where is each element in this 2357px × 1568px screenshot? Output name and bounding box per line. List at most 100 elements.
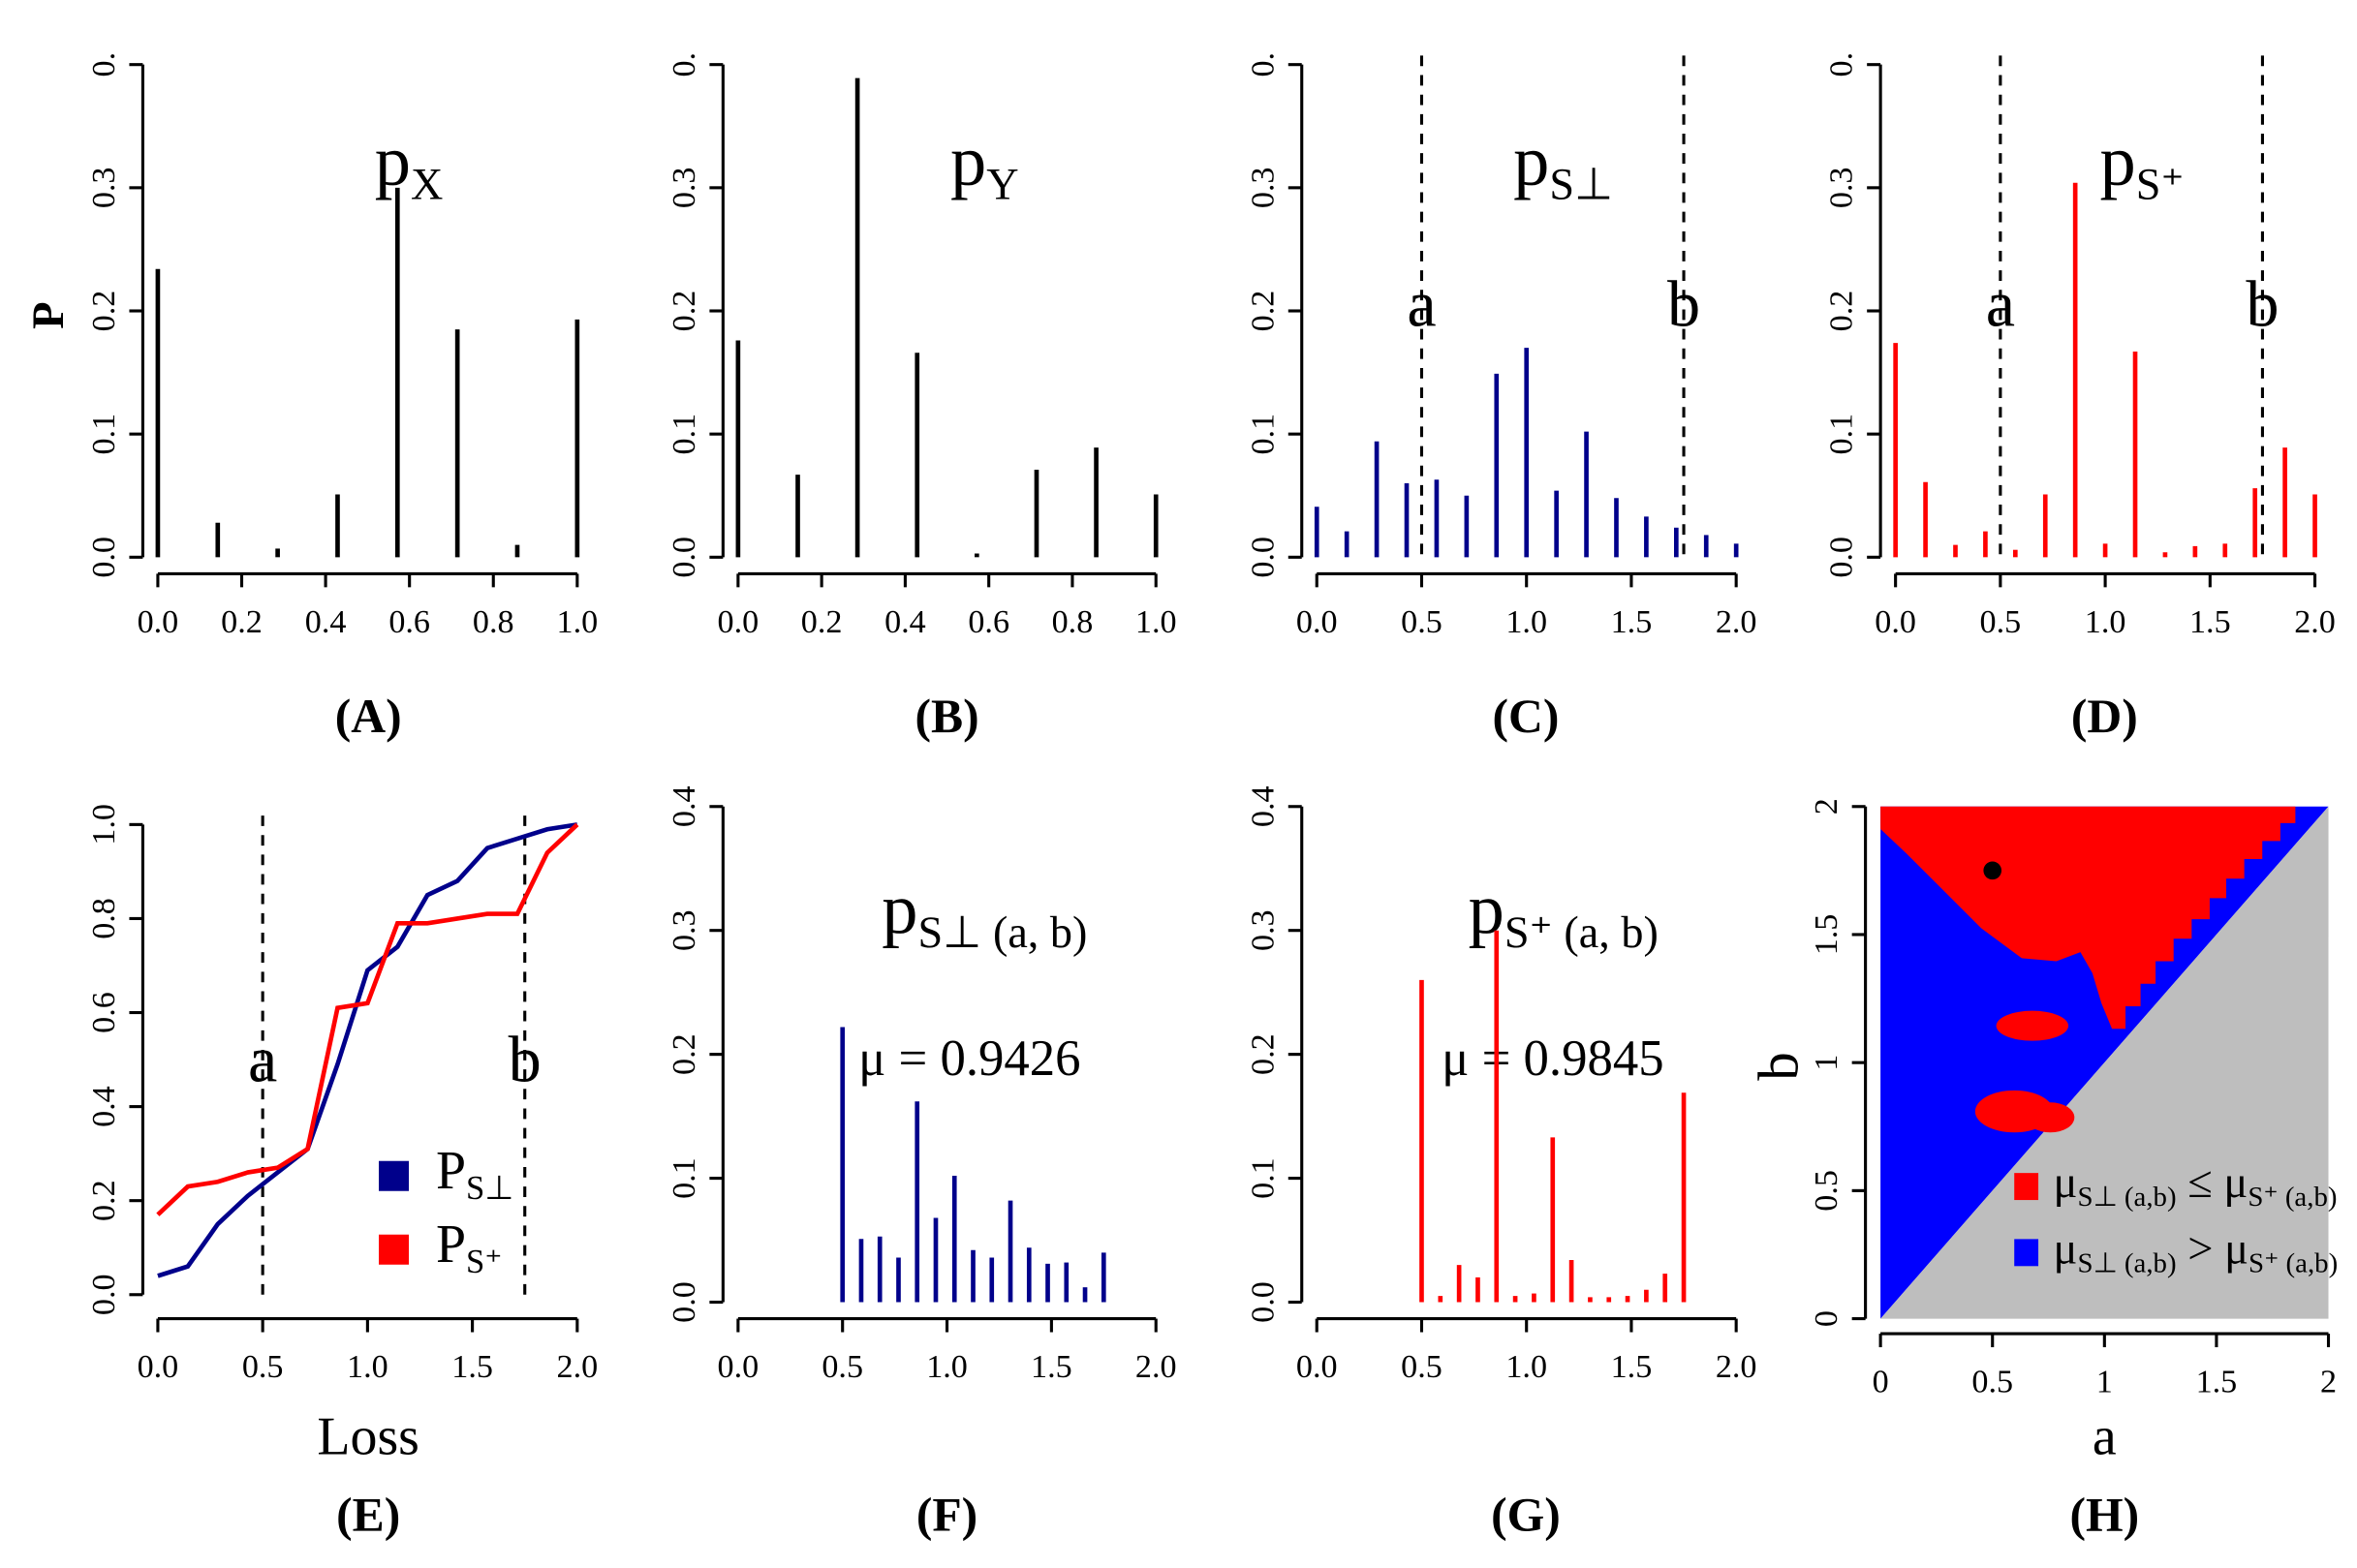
legend-label: μS⊥ (a,b) > μS⁺ (a,b) — [2054, 1224, 2339, 1278]
y-tick-label: 0.1 — [667, 1157, 702, 1199]
y-tick-label: 0.3 — [1245, 909, 1281, 951]
x-tick-label: 1.5 — [451, 1349, 493, 1385]
text-part: P — [436, 1141, 466, 1201]
y-tick-label: 0.0 — [667, 1281, 702, 1323]
x-tick-label: 1.0 — [1505, 1349, 1547, 1385]
subscript: S⊥ — [1549, 159, 1613, 208]
y-tick-label: 0. — [667, 52, 702, 77]
y-tick-label: 0.0 — [86, 537, 122, 578]
subscript: S⁺ (a,b) — [2248, 1182, 2337, 1213]
y-tick-label: 0.3 — [86, 168, 122, 209]
x-tick-label: 1.0 — [1505, 604, 1547, 640]
x-tick-label: 1.5 — [1031, 1349, 1072, 1385]
text-part: ≤ μ — [2177, 1158, 2248, 1208]
x-tick-label: 1.0 — [347, 1349, 388, 1385]
x-axis-label: Loss — [317, 1407, 419, 1467]
y-tick-label: 0.6 — [86, 992, 122, 1033]
x-tick-label: 1.5 — [1611, 604, 1653, 640]
panel-title: (B) — [915, 690, 978, 743]
legend-swatch — [379, 1160, 410, 1191]
x-tick-label: 0.5 — [822, 1349, 863, 1385]
y-tick-label: 0 — [1809, 1310, 1845, 1327]
subscript: S⁺ — [466, 1244, 503, 1280]
x-tick-label: 1.5 — [2196, 1365, 2238, 1400]
x-tick-label: 0.8 — [1052, 604, 1094, 640]
y-tick-label: 0.2 — [1245, 1033, 1281, 1075]
reference-label: a — [248, 1023, 277, 1096]
panel-label: pS⊥ — [1513, 122, 1613, 208]
x-tick-label: 0.2 — [801, 604, 843, 640]
y-tick-label: 0.1 — [1824, 414, 1860, 455]
text-part: μ — [2054, 1224, 2078, 1274]
legend-swatch — [2014, 1173, 2039, 1201]
legend-swatch — [2014, 1239, 2039, 1267]
reference-label: b — [2246, 267, 2279, 341]
panel-label: pS⁺ (a, b) — [1469, 870, 1659, 956]
subscript: S⁺ (a, b) — [1504, 907, 1659, 956]
x-tick-label: 0.8 — [473, 604, 514, 640]
y-tick-label: 1 — [1809, 1055, 1845, 1071]
text-part: p — [375, 122, 411, 201]
panel-title: (A) — [335, 690, 402, 743]
reference-label: a — [1407, 267, 1436, 341]
panel-label: pY — [950, 122, 1019, 208]
region-red — [1880, 806, 2296, 1030]
y-axis-label: P — [24, 301, 74, 328]
x-tick-label: 0.2 — [221, 604, 263, 640]
subscript: S⁺ — [2136, 159, 2185, 208]
text-part: μ — [2054, 1158, 2078, 1208]
x-tick-label: 2.0 — [1135, 1349, 1177, 1385]
region-map — [1880, 806, 2329, 1319]
mean-annotation: μ = 0.9426 — [858, 1030, 1080, 1087]
subscript: Y — [986, 159, 1018, 208]
y-tick-label: 2 — [1809, 798, 1845, 815]
x-tick-label: 2.0 — [557, 1349, 599, 1385]
panel-label: pX — [375, 122, 444, 208]
y-tick-label: 0.2 — [86, 1180, 122, 1221]
x-tick-label: 0.5 — [242, 1349, 284, 1385]
panel-title: (C) — [1492, 690, 1559, 743]
y-tick-label: 0.0 — [1245, 1281, 1281, 1323]
y-tick-label: 0.1 — [1245, 1157, 1281, 1199]
legend-label: PS⁺ — [436, 1214, 503, 1280]
mean-annotation: μ = 0.9845 — [1442, 1030, 1663, 1087]
y-tick-label: 0.2 — [667, 291, 702, 332]
x-tick-label: 0.0 — [1296, 1349, 1338, 1385]
x-tick-label: 1.5 — [1611, 1349, 1653, 1385]
panel-label: pS⊥ (a, b) — [882, 870, 1087, 956]
series-line — [157, 822, 578, 1278]
y-tick-label: 0.2 — [86, 291, 122, 332]
x-tick-label: 0.0 — [718, 1349, 760, 1385]
y-tick-label: 0.1 — [86, 414, 122, 455]
x-tick-label: 2.0 — [2294, 604, 2336, 640]
text-part: p — [2099, 122, 2135, 201]
x-tick-label: 2 — [2320, 1365, 2337, 1400]
y-tick-label: 0.8 — [86, 898, 122, 939]
y-tick-label: 0.3 — [667, 168, 702, 209]
reference-label: b — [509, 1023, 542, 1096]
y-tick-label: 0.4 — [667, 785, 702, 827]
panel-title: (H) — [2069, 1489, 2139, 1542]
x-tick-label: 0.0 — [138, 604, 179, 640]
x-tick-label: 2.0 — [1716, 1349, 1757, 1385]
y-tick-label: 0.1 — [1245, 414, 1281, 455]
x-tick-label: 0.0 — [1875, 604, 1916, 640]
panel-title: (D) — [2071, 690, 2138, 743]
subscript: S⊥ (a,b) — [2078, 1247, 2177, 1278]
text-part: p — [1513, 122, 1549, 201]
y-tick-label: 0.3 — [1245, 168, 1281, 209]
y-tick-label: 1.5 — [1809, 914, 1845, 956]
x-tick-label: 1.0 — [2085, 604, 2126, 640]
x-tick-label: 0.6 — [388, 604, 430, 640]
text-part: P — [436, 1214, 466, 1275]
y-tick-label: 0.4 — [86, 1086, 122, 1127]
series-line — [156, 822, 579, 1216]
x-tick-label: 0.4 — [884, 604, 926, 640]
panel-title: (F) — [916, 1489, 977, 1542]
point — [1983, 861, 2002, 880]
x-tick-label: 0.5 — [1980, 604, 2022, 640]
panel-title: (E) — [336, 1489, 400, 1542]
text-part: > μ — [2177, 1224, 2248, 1274]
